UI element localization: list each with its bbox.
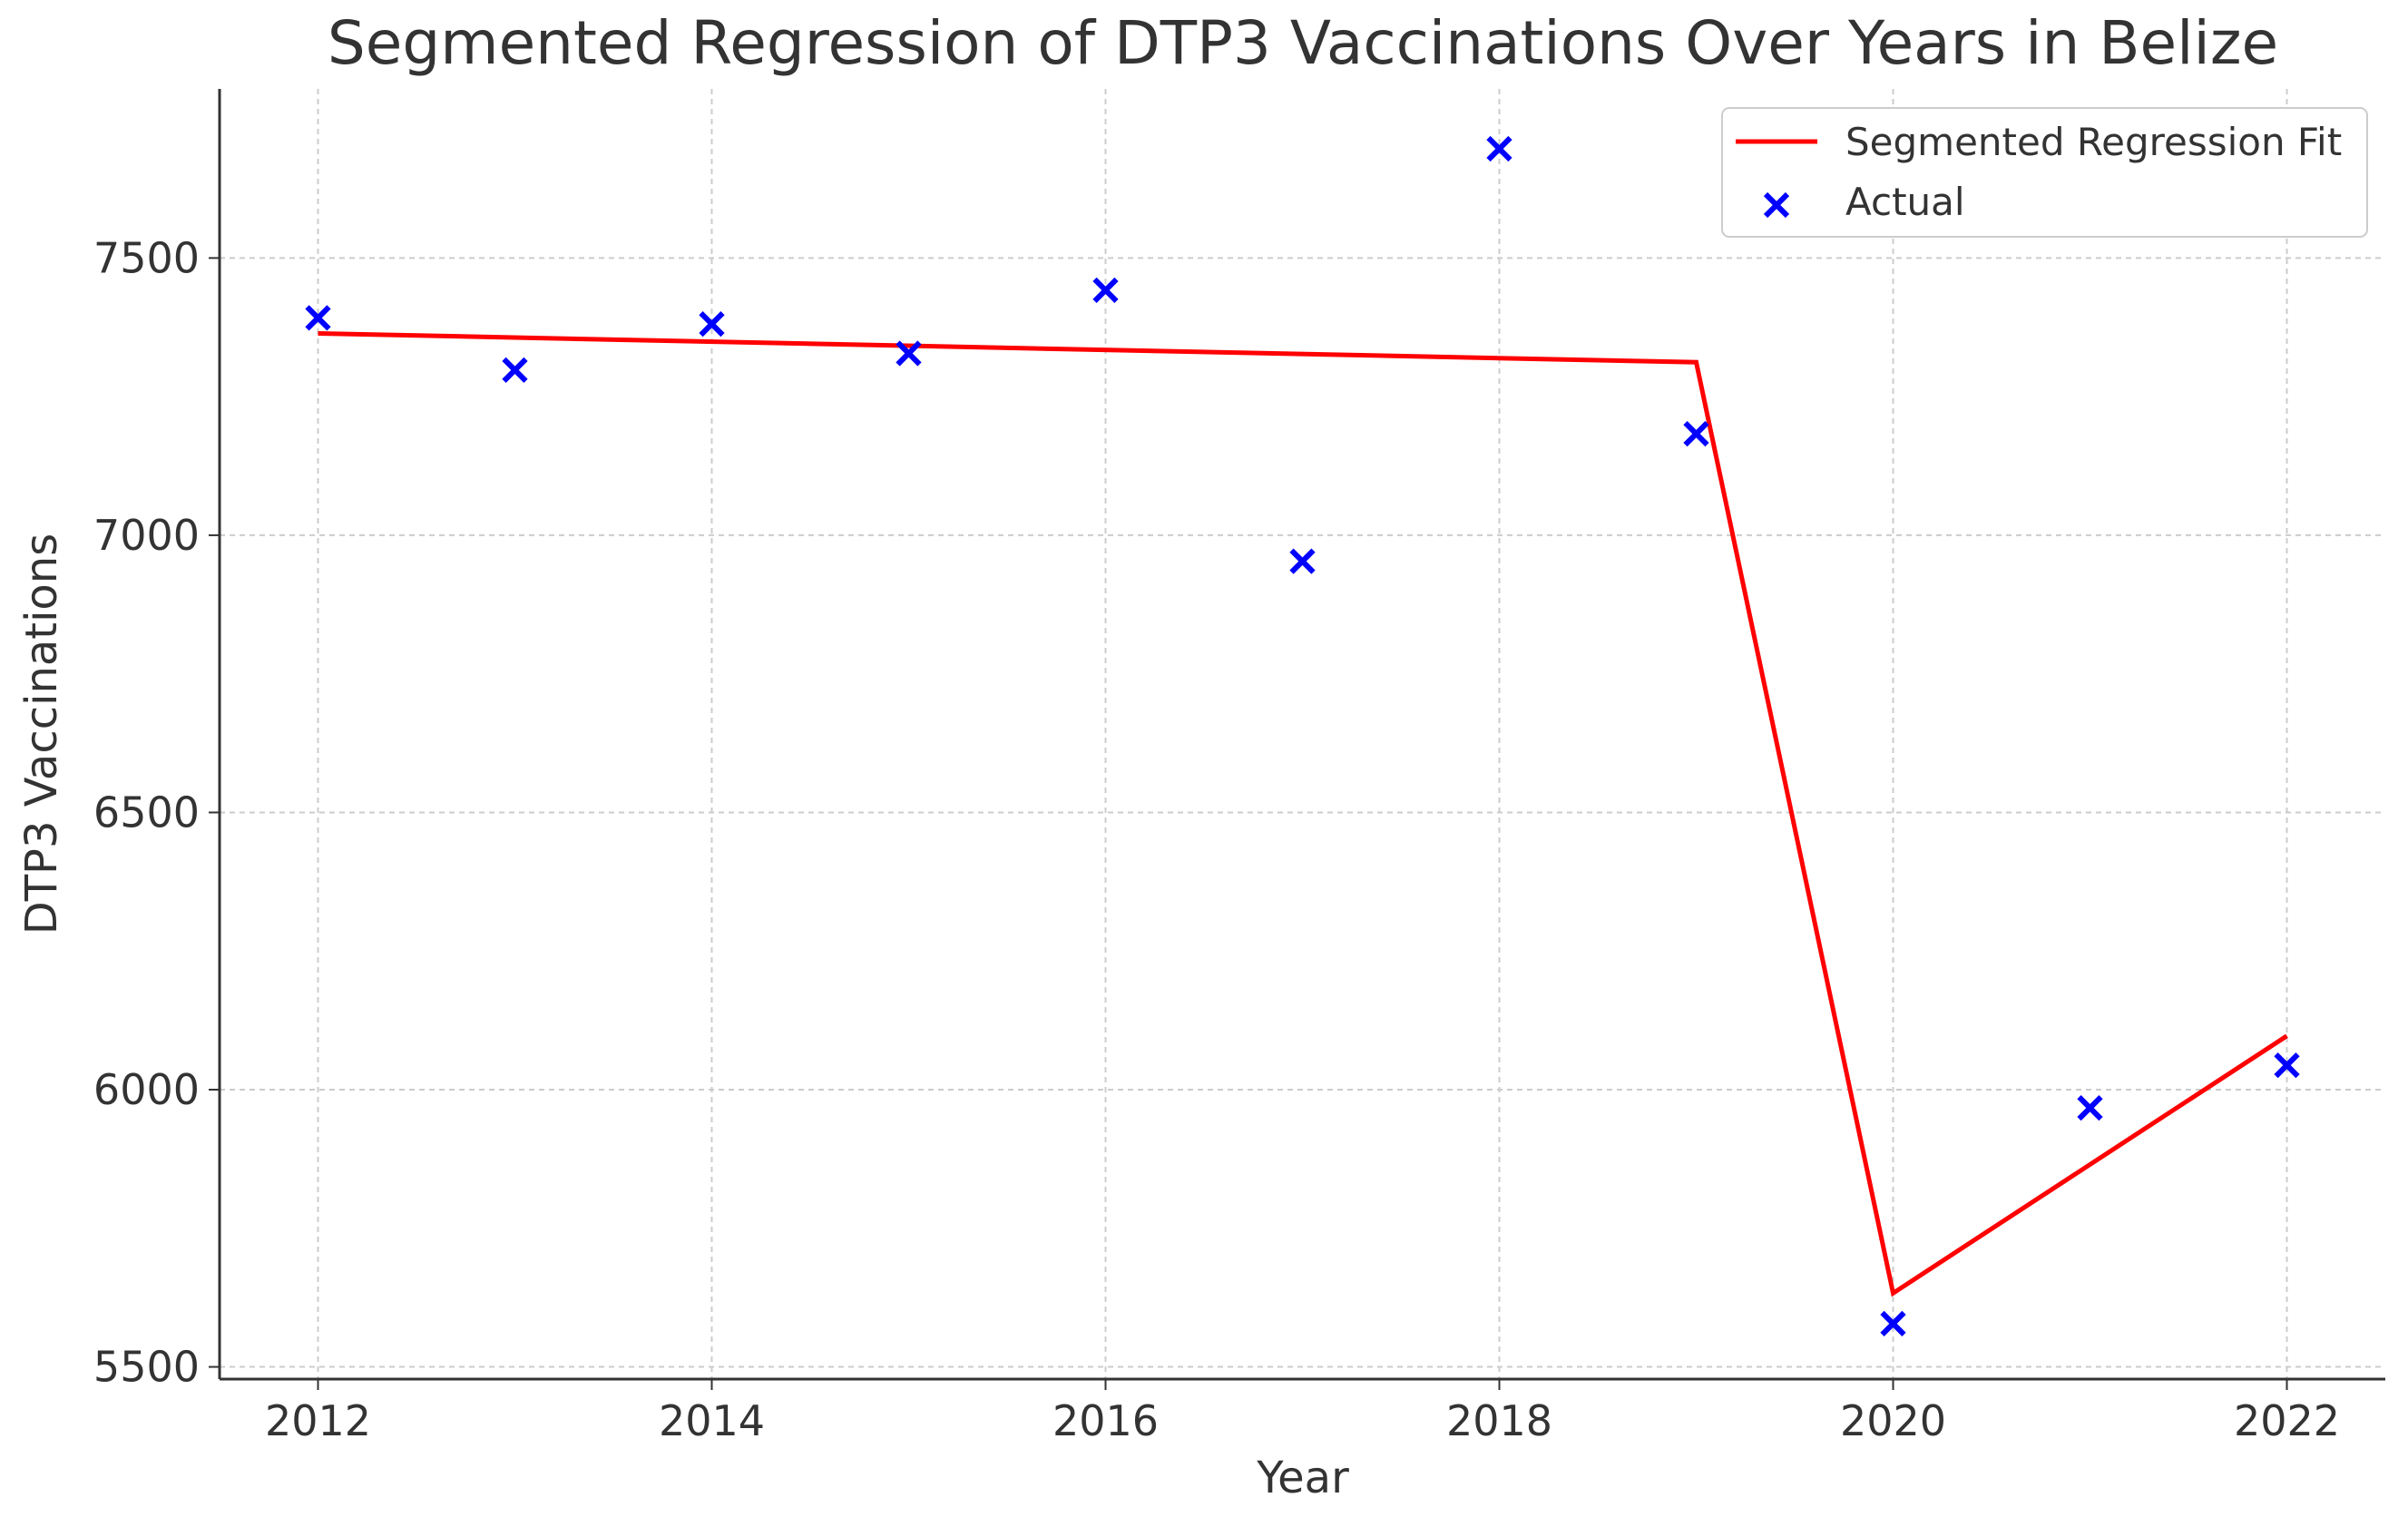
y-tick-label: 5500 <box>93 1343 200 1392</box>
actual-point <box>1289 548 1316 574</box>
actual-point-stroke <box>1289 548 1316 574</box>
y-axis-label: DTP3 Vaccinations <box>16 533 67 935</box>
actual-point <box>2274 1052 2300 1079</box>
actual-point-stroke <box>502 357 528 383</box>
chart-title: Segmented Regression of DTP3 Vaccination… <box>328 8 2278 78</box>
actual-point-stroke <box>1880 1310 1906 1337</box>
legend: Segmented Regression Fit Actual <box>1721 107 2368 238</box>
actual-point <box>1880 1310 1906 1337</box>
grid <box>220 89 2385 1379</box>
actual-point <box>1092 277 1119 303</box>
x-tick-label: 2022 <box>2234 1396 2340 1445</box>
actual-point-stroke <box>305 305 331 331</box>
actual-point-stroke <box>896 340 922 367</box>
legend-actual-swatch <box>1763 191 1790 219</box>
x-tick-label: 2020 <box>1840 1396 1946 1445</box>
actual-point-stroke <box>1486 135 1512 162</box>
y-tick-label: 7000 <box>93 511 200 560</box>
axes: 2012 2014 2016 2018 2020 2022 5500 6000 6500 7000… <box>93 89 2385 1445</box>
actual-point-stroke <box>2077 1095 2103 1121</box>
y-tick-label: 7500 <box>93 233 200 282</box>
marks <box>305 135 2300 1337</box>
y-tick-label: 6000 <box>93 1065 200 1114</box>
actual-point-stroke <box>699 310 725 338</box>
x-tick-label: 2018 <box>1446 1396 1552 1445</box>
actual-point <box>2077 1095 2103 1121</box>
actual-point <box>699 310 725 338</box>
legend-fit-label: Segmented Regression Fit <box>1845 120 2342 164</box>
actual-point <box>1486 135 1512 162</box>
y-tick-label: 6500 <box>93 788 200 837</box>
actual-point <box>1683 420 1709 447</box>
x-axis-label: Year <box>1256 1453 1349 1503</box>
actual-point <box>305 305 331 331</box>
actual-point-stroke <box>2274 1052 2300 1079</box>
x-tick-label: 2014 <box>659 1396 765 1445</box>
actual-point <box>502 357 528 383</box>
actual-point-stroke <box>1683 420 1709 447</box>
x-tick-label: 2016 <box>1052 1396 1159 1445</box>
actual-point <box>896 340 922 367</box>
legend-box <box>1721 107 2368 238</box>
fit-line <box>318 330 2288 1297</box>
actual-point-stroke <box>1092 277 1119 303</box>
x-tick-label: 2012 <box>265 1396 371 1445</box>
legend-actual-label: Actual <box>1845 180 1965 224</box>
